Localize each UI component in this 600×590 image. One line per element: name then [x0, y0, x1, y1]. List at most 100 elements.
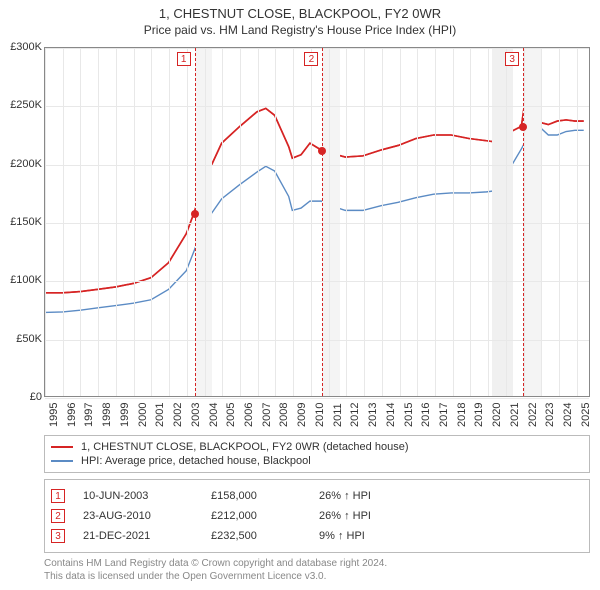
x-axis-label: 2025: [580, 403, 592, 427]
event-row: 3 21-DEC-2021 £232,500 9% ↑ HPI: [51, 526, 583, 546]
gridline-vertical: [222, 48, 223, 396]
gridline-vertical: [205, 48, 206, 396]
gridline-vertical: [488, 48, 489, 396]
footer-line-1: Contains HM Land Registry data © Crown c…: [44, 557, 590, 570]
x-axis-label: 2020: [491, 403, 503, 427]
gridline-horizontal: [45, 165, 589, 166]
chart-subtitle: Price paid vs. HM Land Registry's House …: [0, 21, 600, 37]
gridline-horizontal: [45, 340, 589, 341]
gridline-vertical: [45, 48, 46, 396]
y-axis-label: £250K: [4, 99, 42, 111]
gridline-vertical: [382, 48, 383, 396]
x-axis-label: 2009: [296, 403, 308, 427]
event-delta: 26% ↑ HPI: [319, 490, 429, 502]
legend-label: 1, CHESTNUT CLOSE, BLACKPOOL, FY2 0WR (d…: [81, 441, 408, 453]
gridline-vertical: [187, 48, 188, 396]
gridline-vertical: [470, 48, 471, 396]
x-axis-label: 2013: [367, 403, 379, 427]
gridline-vertical: [577, 48, 578, 396]
gridline-horizontal: [45, 48, 589, 49]
legend-item: HPI: Average price, detached house, Blac…: [51, 454, 583, 468]
event-number-box: 3: [51, 529, 65, 543]
legend-item: 1, CHESTNUT CLOSE, BLACKPOOL, FY2 0WR (d…: [51, 440, 583, 454]
x-axis-label: 2010: [314, 403, 326, 427]
gridline-vertical: [417, 48, 418, 396]
event-price: £232,500: [211, 530, 301, 542]
gridline-vertical: [346, 48, 347, 396]
chart-plot-area: 123: [44, 47, 590, 397]
gridline-vertical: [541, 48, 542, 396]
gridline-vertical: [134, 48, 135, 396]
event-delta: 26% ↑ HPI: [319, 510, 429, 522]
marker-point: [191, 210, 199, 218]
gridline-vertical: [151, 48, 152, 396]
x-axis-label: 2021: [509, 403, 521, 427]
chart-title: 1, CHESTNUT CLOSE, BLACKPOOL, FY2 0WR: [0, 6, 600, 21]
legend-label: HPI: Average price, detached house, Blac…: [81, 455, 311, 467]
gridline-vertical: [506, 48, 507, 396]
gridline-vertical: [400, 48, 401, 396]
gridline-horizontal: [45, 223, 589, 224]
x-axis-label: 2004: [208, 403, 220, 427]
highlight-band: [523, 48, 541, 396]
y-axis-label: £100K: [4, 274, 42, 286]
gridline-vertical: [258, 48, 259, 396]
gridline-vertical: [311, 48, 312, 396]
x-axis-label: 2024: [562, 403, 574, 427]
marker-number-box: 3: [505, 52, 519, 66]
legend-swatch: [51, 460, 73, 462]
marker-line: [322, 48, 323, 396]
footer-line-2: This data is licensed under the Open Gov…: [44, 570, 590, 583]
chart-title-block: 1, CHESTNUT CLOSE, BLACKPOOL, FY2 0WR Pr…: [0, 0, 600, 41]
x-axis-label: 2017: [438, 403, 450, 427]
highlight-band: [492, 48, 513, 396]
x-axis-label: 1997: [83, 403, 95, 427]
x-axis-label: 1999: [119, 403, 131, 427]
y-axis-label: £300K: [4, 41, 42, 53]
x-axis-label: 2022: [527, 403, 539, 427]
legend-box: 1, CHESTNUT CLOSE, BLACKPOOL, FY2 0WR (d…: [44, 435, 590, 473]
gridline-vertical: [63, 48, 64, 396]
event-date: 23-AUG-2010: [83, 510, 193, 522]
x-axis-label: 2008: [278, 403, 290, 427]
event-price: £158,000: [211, 490, 301, 502]
x-axis-label: 2006: [243, 403, 255, 427]
x-axis-label: 2007: [261, 403, 273, 427]
marker-number-box: 2: [304, 52, 318, 66]
event-number-box: 2: [51, 509, 65, 523]
highlight-band: [322, 48, 340, 396]
event-row: 110-JUN-2003£158,00026% ↑ HPI: [51, 486, 583, 506]
gridline-vertical: [169, 48, 170, 396]
event-date: 21-DEC-2021: [83, 530, 193, 542]
gridline-vertical: [293, 48, 294, 396]
legend-swatch: [51, 446, 73, 448]
y-axis-label: £200K: [4, 158, 42, 170]
gridline-vertical: [275, 48, 276, 396]
x-axis-label: 2015: [403, 403, 415, 427]
events-table: 110-JUN-2003£158,00026% ↑ HPI223-AUG-201…: [44, 479, 590, 553]
gridline-vertical: [435, 48, 436, 396]
marker-line: [195, 48, 196, 396]
x-axis-label: 2019: [473, 403, 485, 427]
x-axis-label: 2011: [332, 403, 344, 427]
x-axis-label: 1998: [101, 403, 113, 427]
gridline-vertical: [453, 48, 454, 396]
marker-point: [519, 123, 527, 131]
event-delta: 9% ↑ HPI: [319, 530, 429, 542]
event-price: £212,000: [211, 510, 301, 522]
footer-attribution: Contains HM Land Registry data © Crown c…: [44, 557, 590, 583]
x-axis-label: 2018: [456, 403, 468, 427]
gridline-vertical: [240, 48, 241, 396]
gridline-horizontal: [45, 106, 589, 107]
x-axis-label: 2023: [544, 403, 556, 427]
marker-point: [318, 147, 326, 155]
gridline-vertical: [116, 48, 117, 396]
highlight-band: [195, 48, 213, 396]
x-axis-label: 2000: [137, 403, 149, 427]
marker-line: [523, 48, 524, 396]
x-axis-label: 2005: [225, 403, 237, 427]
gridline-vertical: [329, 48, 330, 396]
event-row: 2 23-AUG-2010 £212,000 26% ↑ HPI: [51, 506, 583, 526]
event-number-box: 1: [51, 489, 65, 503]
x-axis-label: 2014: [385, 403, 397, 427]
